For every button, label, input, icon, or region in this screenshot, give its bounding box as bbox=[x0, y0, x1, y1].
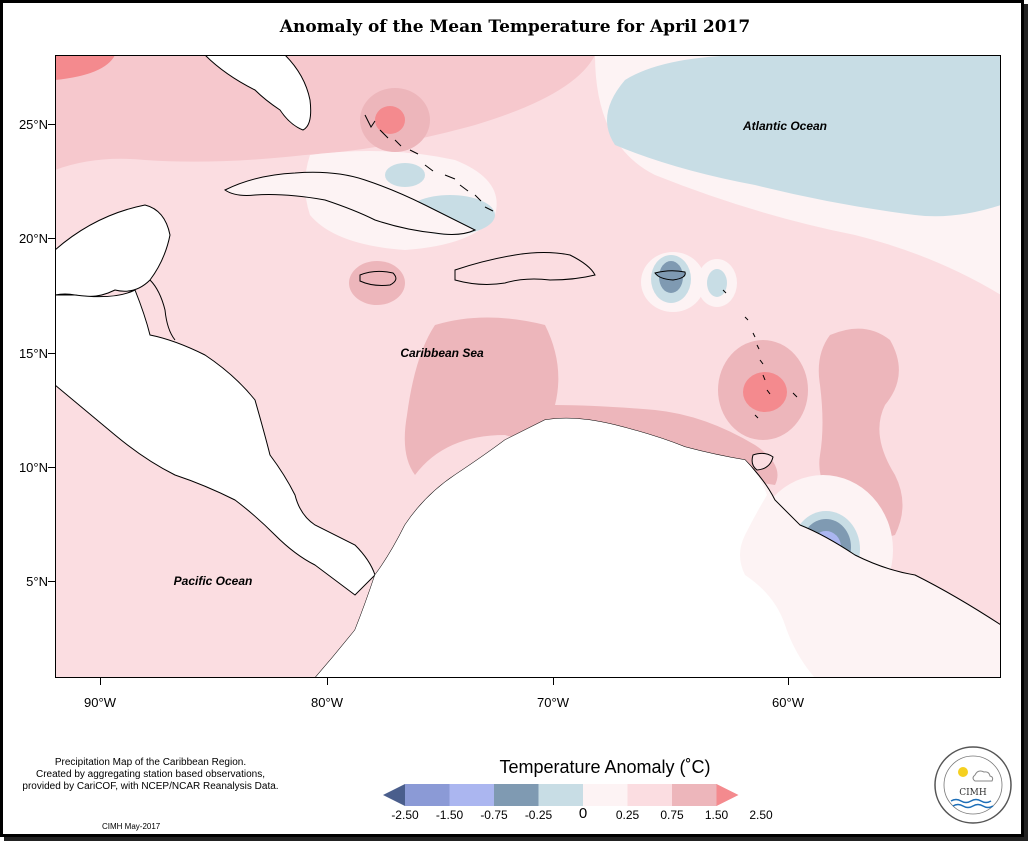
lat-tick bbox=[48, 238, 55, 239]
legend-label: -0.25 bbox=[524, 808, 553, 822]
land-central-america bbox=[55, 289, 376, 596]
legend-label: -0.75 bbox=[480, 808, 508, 822]
lat-label-15: 15°N bbox=[18, 346, 48, 361]
legend-swatch bbox=[627, 784, 673, 806]
lon-tick bbox=[553, 678, 554, 685]
map-description: Precipitation Map of the Caribbean Regio… bbox=[8, 757, 293, 793]
cloud-icon bbox=[972, 770, 994, 782]
map-border bbox=[55, 55, 1001, 678]
lat-label-20: 20°N bbox=[18, 231, 48, 246]
legend-swatch bbox=[449, 784, 495, 806]
warm-core-antilles bbox=[743, 372, 787, 412]
warm-band-south-caribbean bbox=[404, 317, 778, 485]
lat-label-5: 5°N bbox=[26, 574, 48, 589]
atlantic-cool-anomaly bbox=[607, 55, 1001, 217]
legend-arrow-low bbox=[383, 784, 405, 806]
label-atlantic-ocean: Atlantic Ocean bbox=[742, 119, 827, 133]
label-pacific-ocean: Pacific Ocean bbox=[174, 574, 253, 588]
anomaly-map: Atlantic Ocean Caribbean Sea Pacific Oce… bbox=[55, 55, 1001, 678]
lon-label-70: 70°W bbox=[537, 695, 569, 710]
legend-label: 0 bbox=[578, 805, 588, 822]
color-legend-bar bbox=[383, 784, 739, 806]
warm-band-north bbox=[55, 55, 595, 170]
legend-label: 0.25 bbox=[615, 808, 640, 822]
lat-label-25: 25°N bbox=[18, 117, 48, 132]
logo-text: CIMH bbox=[959, 788, 987, 798]
land-trinidad bbox=[751, 452, 774, 471]
legend-label: 2.50 bbox=[749, 808, 773, 822]
land-lesser-antilles bbox=[722, 289, 798, 419]
warm-corner-nw bbox=[55, 55, 115, 80]
credit-text: CIMH May-2017 bbox=[102, 822, 161, 831]
legend-label: -2.50 bbox=[391, 808, 419, 822]
legend-swatch bbox=[672, 784, 717, 806]
land-bahamas bbox=[364, 114, 494, 212]
land-venezuela-colombia bbox=[315, 418, 815, 678]
cool-patch-virgin-islands bbox=[707, 269, 727, 297]
lon-label-60: 60°W bbox=[772, 695, 804, 710]
legend-swatch bbox=[583, 784, 628, 806]
legend-arrow-high bbox=[716, 784, 739, 806]
legend-label: 0.75 bbox=[660, 808, 684, 822]
lat-tick bbox=[48, 353, 55, 354]
wave-icon bbox=[950, 798, 992, 804]
land-puerto-rico bbox=[654, 270, 686, 281]
land-florida bbox=[204, 55, 312, 131]
warm-core-bahamas bbox=[375, 106, 405, 134]
label-caribbean-sea: Caribbean Sea bbox=[400, 346, 484, 360]
lon-label-90: 90°W bbox=[84, 695, 116, 710]
legend-swatch bbox=[538, 784, 584, 806]
note-line-2: Created by aggregating station based obs… bbox=[35, 769, 266, 780]
lon-label-80: 80°W bbox=[311, 695, 343, 710]
legend-swatch bbox=[405, 784, 450, 806]
wave-icon-2 bbox=[952, 803, 994, 809]
coastline-belize bbox=[149, 279, 176, 341]
lat-label-10: 10°N bbox=[18, 460, 48, 475]
land-jamaica bbox=[359, 270, 397, 286]
lat-tick bbox=[48, 581, 55, 582]
legend-title: Temperature Anomaly (˚C) bbox=[499, 757, 711, 777]
sun-icon bbox=[958, 767, 968, 777]
lon-tick bbox=[327, 678, 328, 685]
map-title: Anomaly of the Mean Temperature for Apri… bbox=[279, 17, 751, 37]
land-cuba bbox=[224, 171, 477, 235]
legend-label: 1.50 bbox=[704, 808, 729, 822]
lat-tick bbox=[48, 124, 55, 125]
lon-tick bbox=[788, 678, 789, 685]
lat-tick bbox=[48, 467, 55, 468]
cimh-logo: CIMH bbox=[934, 746, 1012, 824]
lon-tick bbox=[100, 678, 101, 685]
legend-swatch bbox=[494, 784, 539, 806]
note-line-3: provided by CariCOF, with NCEP/NCAR Rean… bbox=[22, 781, 279, 792]
cool-patch-bahamas bbox=[385, 163, 425, 187]
legend-label: -1.50 bbox=[435, 808, 464, 822]
land-hispaniola bbox=[454, 252, 596, 285]
note-line-1: Precipitation Map of the Caribbean Regio… bbox=[54, 757, 247, 768]
